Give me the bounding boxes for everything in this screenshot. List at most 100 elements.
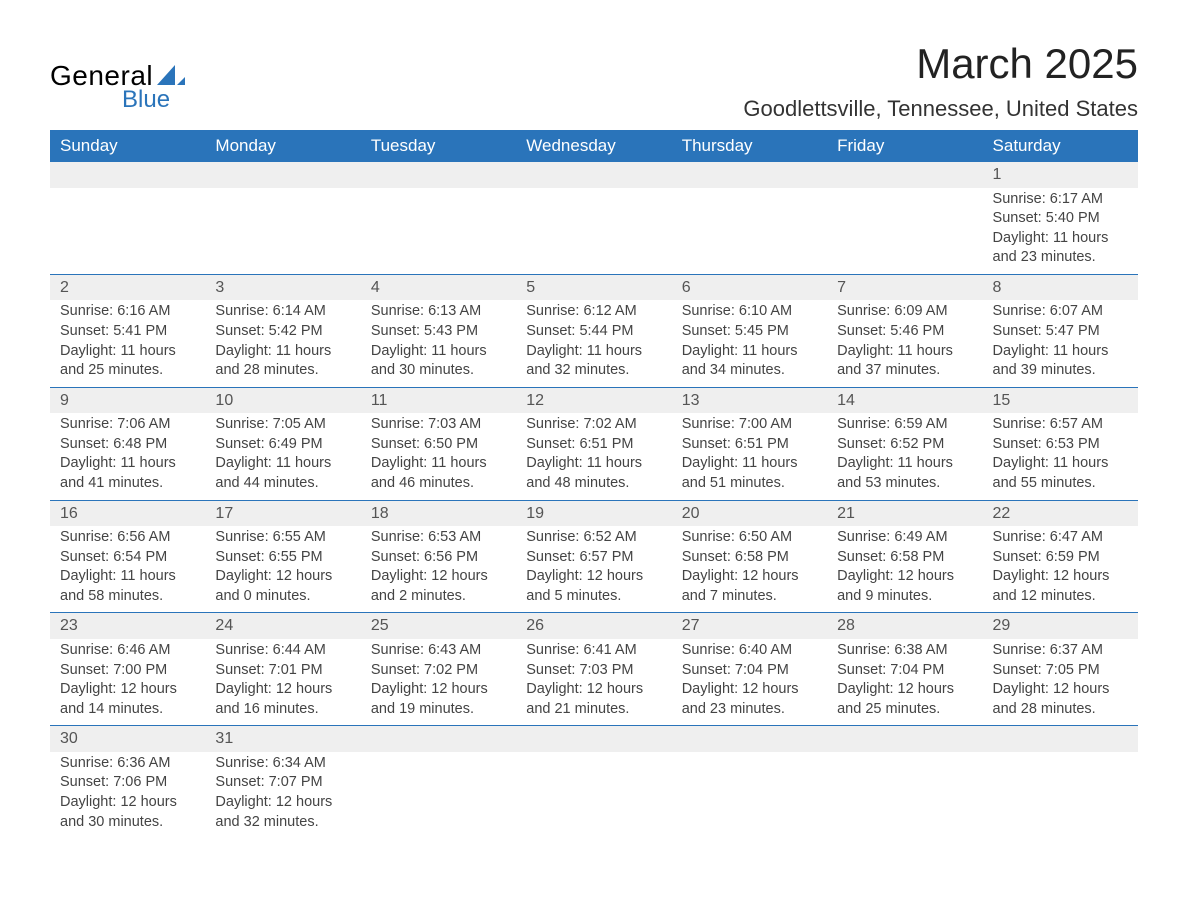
sunset-text: Sunset: 7:00 PM bbox=[60, 661, 195, 681]
daylight-text: Daylight: 11 hours bbox=[60, 454, 195, 474]
day-number-cell: 24 bbox=[205, 613, 360, 639]
daynum-row: 1 bbox=[50, 162, 1138, 188]
day-detail-cell: Sunrise: 6:57 AMSunset: 6:53 PMDaylight:… bbox=[983, 413, 1138, 500]
day-number-cell: 3 bbox=[205, 274, 360, 300]
sunset-text: Sunset: 6:51 PM bbox=[526, 435, 661, 455]
day-detail-cell: Sunrise: 6:46 AMSunset: 7:00 PMDaylight:… bbox=[50, 639, 205, 726]
daylight-text: and 12 minutes. bbox=[993, 587, 1128, 607]
daylight-text: and 44 minutes. bbox=[215, 474, 350, 494]
day-detail-cell bbox=[827, 752, 982, 838]
sunset-text: Sunset: 7:03 PM bbox=[526, 661, 661, 681]
daylight-text: Daylight: 11 hours bbox=[215, 342, 350, 362]
daylight-text: Daylight: 12 hours bbox=[215, 567, 350, 587]
day-detail-cell bbox=[50, 188, 205, 275]
day-number-cell: 30 bbox=[50, 726, 205, 752]
day-number-cell: 29 bbox=[983, 613, 1138, 639]
weekday-header: Tuesday bbox=[361, 130, 516, 162]
daylight-text: and 14 minutes. bbox=[60, 700, 195, 720]
header-block: General Blue March 2025 Goodlettsville, … bbox=[50, 40, 1138, 122]
day-number-cell: 26 bbox=[516, 613, 671, 639]
day-detail-cell: Sunrise: 6:53 AMSunset: 6:56 PMDaylight:… bbox=[361, 526, 516, 613]
sunset-text: Sunset: 6:48 PM bbox=[60, 435, 195, 455]
sunrise-text: Sunrise: 6:44 AM bbox=[215, 641, 350, 661]
day-number-cell bbox=[205, 162, 360, 188]
day-detail-cell: Sunrise: 6:55 AMSunset: 6:55 PMDaylight:… bbox=[205, 526, 360, 613]
detail-row: Sunrise: 6:46 AMSunset: 7:00 PM Daylight:… bbox=[50, 639, 1138, 726]
sunrise-text: Sunrise: 6:53 AM bbox=[371, 528, 506, 548]
day-detail-cell: Sunrise: 6:09 AMSunset: 5:46 PMDaylight:… bbox=[827, 300, 982, 387]
sunrise-text: Sunrise: 6:47 AM bbox=[993, 528, 1128, 548]
weekday-header: Monday bbox=[205, 130, 360, 162]
daylight-text: Daylight: 11 hours bbox=[215, 454, 350, 474]
detail-row: Sunrise: 6:36 AMSunset: 7:06 PMDaylight:… bbox=[50, 752, 1138, 838]
sunset-text: Sunset: 6:57 PM bbox=[526, 548, 661, 568]
day-detail-cell bbox=[827, 188, 982, 275]
sunset-text: Sunset: 5:43 PM bbox=[371, 322, 506, 342]
day-detail-cell: Sunrise: 6:50 AMSunset: 6:58 PMDaylight:… bbox=[672, 526, 827, 613]
sunrise-text: Sunrise: 6:50 AM bbox=[682, 528, 817, 548]
sunset-text: Sunset: 5:42 PM bbox=[215, 322, 350, 342]
day-detail-cell: Sunrise: 6:12 AMSunset: 5:44 PMDaylight:… bbox=[516, 300, 671, 387]
day-detail-cell: Sunrise: 7:02 AMSunset: 6:51 PMDaylight:… bbox=[516, 413, 671, 500]
daylight-text: Daylight: 12 hours bbox=[60, 793, 195, 813]
sunset-text: Sunset: 6:51 PM bbox=[682, 435, 817, 455]
daylight-text: Daylight: 11 hours bbox=[526, 454, 661, 474]
sunset-text: Sunset: 5:45 PM bbox=[682, 322, 817, 342]
day-number-cell: 17 bbox=[205, 500, 360, 526]
day-detail-cell: Sunrise: 6:37 AMSunset: 7:05 PMDaylight:… bbox=[983, 639, 1138, 726]
weekday-header: Friday bbox=[827, 130, 982, 162]
sunrise-text: Sunrise: 6:49 AM bbox=[837, 528, 972, 548]
day-detail-cell: Sunrise: 6:38 AMSunset: 7:04 PMDaylight:… bbox=[827, 639, 982, 726]
day-detail-cell bbox=[983, 752, 1138, 838]
daynum-row: 9101112131415 bbox=[50, 387, 1138, 413]
daylight-text: and 39 minutes. bbox=[993, 361, 1128, 381]
daylight-text: Daylight: 12 hours bbox=[682, 680, 817, 700]
sunrise-text: Sunrise: 7:05 AM bbox=[215, 415, 350, 435]
day-number-cell: 21 bbox=[827, 500, 982, 526]
day-detail-cell: Sunrise: 7:00 AMSunset: 6:51 PMDaylight:… bbox=[672, 413, 827, 500]
day-number-cell: 6 bbox=[672, 274, 827, 300]
day-number-cell: 1 bbox=[983, 162, 1138, 188]
daylight-text: Daylight: 11 hours bbox=[60, 342, 195, 362]
day-detail-cell: Sunrise: 6:10 AMSunset: 5:45 PMDaylight:… bbox=[672, 300, 827, 387]
day-detail-cell: Sunrise: 6:44 AMSunset: 7:01 PMDaylight:… bbox=[205, 639, 360, 726]
day-number-cell bbox=[361, 726, 516, 752]
day-detail-cell: Sunrise: 6:07 AMSunset: 5:47 PMDaylight:… bbox=[983, 300, 1138, 387]
weekday-header: Saturday bbox=[983, 130, 1138, 162]
daynum-row: 16171819202122 bbox=[50, 500, 1138, 526]
day-number-cell bbox=[827, 726, 982, 752]
sunrise-text: Sunrise: 6:34 AM bbox=[215, 754, 350, 774]
daylight-text: and 25 minutes. bbox=[60, 361, 195, 381]
day-number-cell: 10 bbox=[205, 387, 360, 413]
daylight-text: Daylight: 11 hours bbox=[837, 342, 972, 362]
day-detail-cell: Sunrise: 6:36 AMSunset: 7:06 PMDaylight:… bbox=[50, 752, 205, 838]
detail-row: Sunrise: 6:17 AMSunset: 5:40 PMDaylight:… bbox=[50, 188, 1138, 275]
day-detail-cell: Sunrise: 6:43 AMSunset: 7:02 PMDaylight:… bbox=[361, 639, 516, 726]
daylight-text: and 41 minutes. bbox=[60, 474, 195, 494]
day-detail-cell: Sunrise: 6:17 AMSunset: 5:40 PMDaylight:… bbox=[983, 188, 1138, 275]
day-number-cell: 16 bbox=[50, 500, 205, 526]
day-number-cell: 18 bbox=[361, 500, 516, 526]
day-number-cell bbox=[983, 726, 1138, 752]
day-number-cell: 8 bbox=[983, 274, 1138, 300]
day-detail-cell: Sunrise: 6:59 AMSunset: 6:52 PMDaylight:… bbox=[827, 413, 982, 500]
weekday-header-row: Sunday Monday Tuesday Wednesday Thursday… bbox=[50, 130, 1138, 162]
sunset-text: Sunset: 6:56 PM bbox=[371, 548, 506, 568]
sunset-text: Sunset: 7:04 PM bbox=[682, 661, 817, 681]
daylight-text: Daylight: 11 hours bbox=[837, 454, 972, 474]
daylight-text: Daylight: 11 hours bbox=[60, 567, 195, 587]
daylight-text: and 34 minutes. bbox=[682, 361, 817, 381]
daynum-row: 3031 bbox=[50, 726, 1138, 752]
sunrise-text: Sunrise: 7:00 AM bbox=[682, 415, 817, 435]
sunrise-text: Sunrise: 6:59 AM bbox=[837, 415, 972, 435]
day-number-cell: 31 bbox=[205, 726, 360, 752]
day-detail-cell: Sunrise: 6:13 AMSunset: 5:43 PMDaylight:… bbox=[361, 300, 516, 387]
sunrise-text: Sunrise: 6:46 AM bbox=[60, 641, 195, 661]
sunset-text: Sunset: 7:02 PM bbox=[371, 661, 506, 681]
day-detail-cell bbox=[672, 752, 827, 838]
day-number-cell bbox=[516, 162, 671, 188]
day-number-cell: 11 bbox=[361, 387, 516, 413]
daylight-text: and 55 minutes. bbox=[993, 474, 1128, 494]
sunset-text: Sunset: 6:55 PM bbox=[215, 548, 350, 568]
daylight-text: and 0 minutes. bbox=[215, 587, 350, 607]
